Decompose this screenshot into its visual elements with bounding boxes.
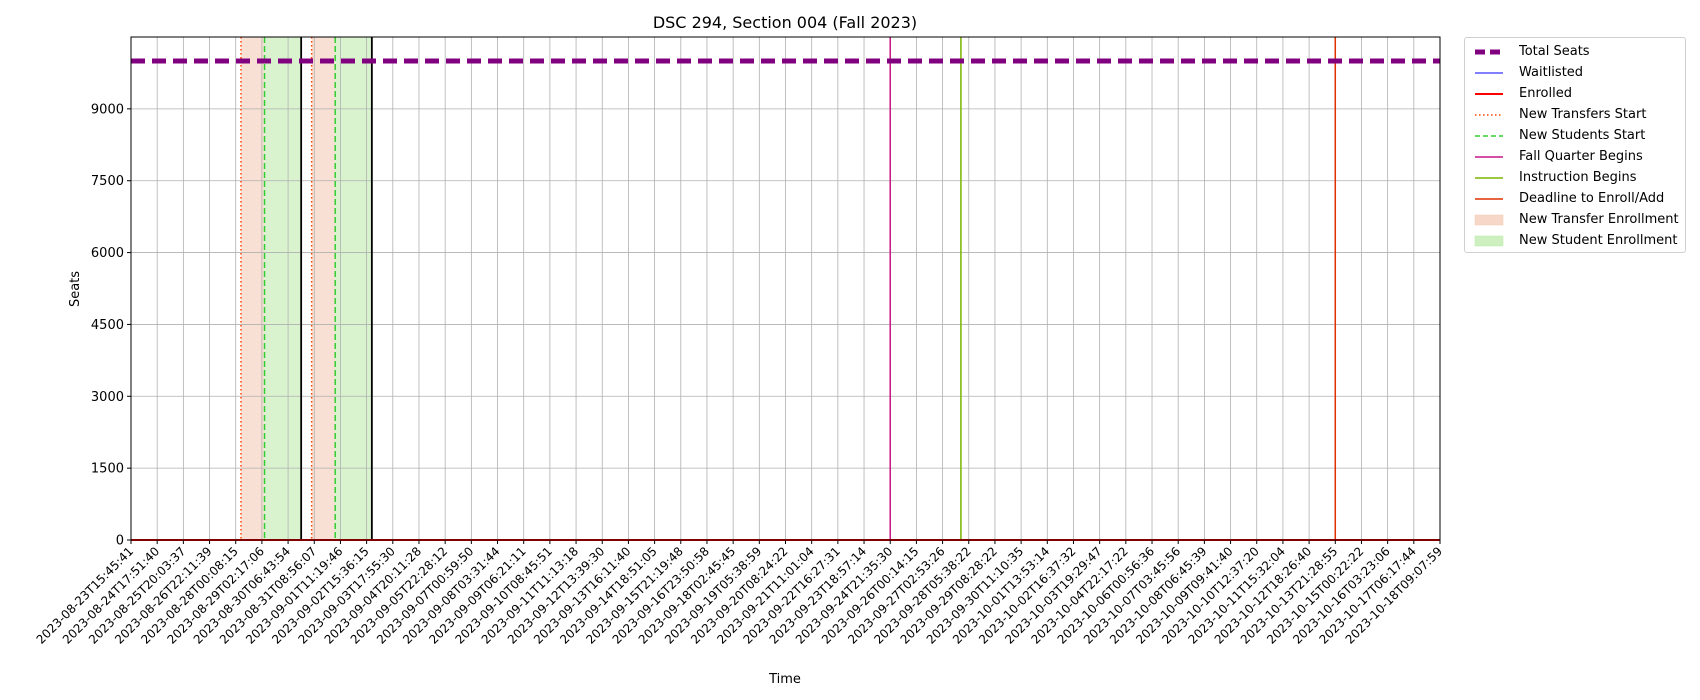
- legend-label: Enrolled: [1519, 86, 1572, 101]
- shaded-region-3: [335, 37, 372, 540]
- legend-item: New Transfers Start: [1471, 104, 1679, 125]
- legend-item: Fall Quarter Begins: [1471, 146, 1679, 167]
- legend-item: Waitlisted: [1471, 62, 1679, 83]
- legend-item: Instruction Begins: [1471, 167, 1679, 188]
- legend-item: New Students Start: [1471, 125, 1679, 146]
- legend-item: Total Seats: [1471, 41, 1679, 62]
- y-tick-label: 7500: [91, 174, 124, 189]
- y-axis-label: Seats: [68, 271, 83, 307]
- legend-swatch: [1471, 45, 1507, 59]
- legend-label: New Students Start: [1519, 128, 1646, 143]
- legend-item: Deadline to Enroll/Add: [1471, 188, 1679, 209]
- legend-label: New Student Enrollment: [1519, 233, 1678, 248]
- legend-label: Fall Quarter Begins: [1519, 149, 1643, 164]
- shaded-region-1: [264, 37, 302, 540]
- x-axis-label: Time: [768, 672, 801, 687]
- legend-swatch: [1471, 87, 1507, 101]
- legend-swatch: [1471, 234, 1507, 248]
- legend-swatch: [1471, 192, 1507, 206]
- shaded-region-0: [240, 37, 265, 540]
- chart-title: DSC 294, Section 004 (Fall 2023): [653, 13, 917, 32]
- legend-swatch: [1471, 213, 1507, 227]
- shaded-region-2: [311, 37, 336, 540]
- legend-label: New Transfers Start: [1519, 107, 1647, 122]
- legend-swatch: [1471, 150, 1507, 164]
- y-tick-label: 9000: [91, 102, 124, 117]
- y-tick-label: 1500: [91, 462, 124, 477]
- legend-swatch: [1471, 66, 1507, 80]
- y-tick-label: 3000: [91, 390, 124, 405]
- legend-item: New Transfer Enrollment: [1471, 209, 1679, 230]
- chart-legend: Total Seats Waitlisted Enrolled New Transfe…: [1464, 37, 1686, 253]
- legend-label: Deadline to Enroll/Add: [1519, 191, 1665, 206]
- legend-item: New Student Enrollment: [1471, 230, 1679, 251]
- y-tick-label: 4500: [91, 318, 124, 333]
- legend-label: Instruction Begins: [1519, 170, 1637, 185]
- legend-label: Total Seats: [1519, 44, 1590, 59]
- legend-label: Waitlisted: [1519, 65, 1584, 80]
- legend-swatch: [1471, 129, 1507, 143]
- y-tick-label: 6000: [91, 246, 124, 261]
- y-tick-label: 0: [116, 534, 124, 549]
- legend-item: Enrolled: [1471, 83, 1679, 104]
- legend-swatch: [1471, 171, 1507, 185]
- legend-swatch: [1471, 108, 1507, 122]
- legend-label: New Transfer Enrollment: [1519, 212, 1679, 227]
